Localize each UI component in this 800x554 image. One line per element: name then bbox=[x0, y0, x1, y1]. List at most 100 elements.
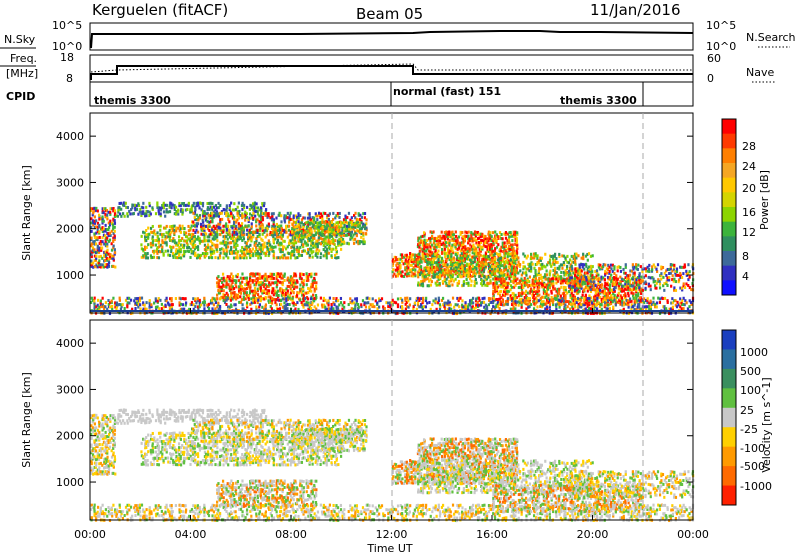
power-cell bbox=[516, 263, 519, 267]
power-cell bbox=[90, 261, 93, 265]
power-cell bbox=[435, 251, 439, 255]
power-cell bbox=[511, 247, 514, 251]
power-cell bbox=[497, 237, 500, 241]
power-cell bbox=[475, 241, 478, 245]
power-cell bbox=[271, 214, 274, 218]
power-cell bbox=[247, 237, 250, 241]
power-cell bbox=[96, 238, 99, 242]
power-cell bbox=[212, 214, 215, 218]
power-cell bbox=[500, 289, 503, 293]
power-cell bbox=[279, 228, 282, 232]
power-cell bbox=[104, 236, 108, 240]
power-cell bbox=[434, 236, 437, 240]
power-cell bbox=[222, 249, 225, 253]
power-cell bbox=[507, 237, 511, 241]
power-cell bbox=[260, 252, 263, 256]
power-cell bbox=[225, 281, 228, 285]
power-cell bbox=[478, 247, 481, 251]
power-cell bbox=[161, 247, 164, 251]
power-cell bbox=[603, 278, 606, 282]
power-cell bbox=[338, 211, 341, 215]
power-cell bbox=[634, 293, 638, 297]
power-cell bbox=[229, 291, 233, 295]
power-cell bbox=[107, 225, 111, 229]
power-cell bbox=[528, 269, 531, 273]
power-cell bbox=[301, 293, 304, 297]
power-cell bbox=[449, 249, 452, 253]
power-cell bbox=[204, 224, 208, 228]
power-cell bbox=[201, 218, 204, 222]
power-cell bbox=[328, 233, 331, 237]
power-cell bbox=[99, 254, 102, 258]
power-cell bbox=[500, 268, 503, 272]
power-cell bbox=[398, 261, 401, 265]
power-cell bbox=[228, 231, 231, 235]
power-cell bbox=[291, 285, 294, 289]
power-cell bbox=[471, 247, 474, 251]
power-cell bbox=[399, 263, 402, 267]
power-cell bbox=[326, 216, 329, 220]
power-cell bbox=[231, 214, 235, 218]
power-cell bbox=[501, 245, 505, 249]
power-cell bbox=[432, 230, 435, 234]
power-cell bbox=[256, 243, 259, 247]
power-cell bbox=[407, 255, 410, 259]
power-cell bbox=[530, 265, 533, 269]
power-cell bbox=[449, 261, 452, 265]
power-cell bbox=[235, 256, 238, 260]
power-cell bbox=[129, 212, 132, 216]
power-cell bbox=[211, 207, 214, 211]
power-cell bbox=[262, 276, 266, 280]
power-cell bbox=[340, 243, 343, 247]
power-cell bbox=[624, 292, 627, 296]
power-cell bbox=[498, 271, 501, 275]
power-cell bbox=[511, 234, 514, 238]
power-cell bbox=[168, 245, 172, 249]
power-cell bbox=[515, 241, 518, 245]
power-cell bbox=[473, 237, 476, 241]
power-cell bbox=[249, 285, 252, 289]
power-cell bbox=[454, 271, 457, 275]
power-cell bbox=[236, 239, 239, 243]
power-cell bbox=[582, 257, 585, 261]
power-cell bbox=[399, 272, 403, 276]
power-cell bbox=[450, 269, 453, 273]
power-cell bbox=[492, 249, 495, 253]
power-cell bbox=[317, 225, 321, 229]
power-cell bbox=[339, 221, 343, 225]
power-cell bbox=[487, 245, 491, 249]
power-cell bbox=[495, 277, 498, 281]
power-cell bbox=[431, 262, 434, 266]
power-cell bbox=[203, 230, 206, 234]
power-cell bbox=[475, 272, 478, 276]
power-cell bbox=[397, 257, 401, 261]
power-cell bbox=[275, 293, 278, 297]
power-cell bbox=[486, 281, 489, 285]
power-cell bbox=[216, 245, 219, 249]
power-cell bbox=[219, 285, 222, 289]
power-cell bbox=[528, 280, 531, 284]
power-cell bbox=[264, 245, 267, 249]
power-cell bbox=[189, 255, 192, 259]
power-cell bbox=[231, 216, 235, 220]
power-cell bbox=[106, 258, 109, 262]
power-cell bbox=[250, 206, 254, 210]
power-cell bbox=[443, 271, 446, 275]
power-cell bbox=[407, 272, 410, 276]
power-cell bbox=[152, 255, 156, 259]
power-cell bbox=[517, 262, 520, 266]
power-cell bbox=[553, 273, 556, 277]
power-cell bbox=[420, 240, 423, 244]
power-cell bbox=[299, 233, 302, 237]
power-cell bbox=[239, 291, 243, 295]
power-cell bbox=[176, 251, 179, 255]
power-cell bbox=[518, 281, 522, 285]
power-cell bbox=[210, 230, 213, 234]
power-cell bbox=[462, 247, 465, 251]
power-cell bbox=[556, 260, 559, 264]
power-cell bbox=[249, 283, 252, 287]
power-cell bbox=[418, 258, 422, 262]
power-cell bbox=[170, 245, 173, 249]
power-cell bbox=[449, 256, 453, 260]
power-cell bbox=[183, 227, 186, 231]
